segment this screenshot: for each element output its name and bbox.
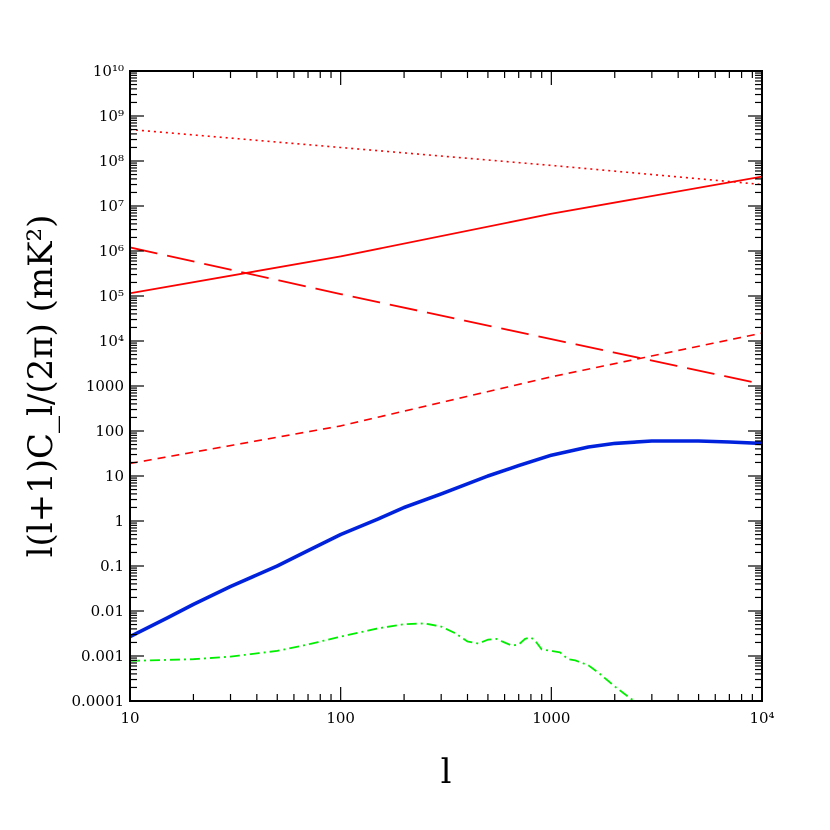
plot-frame	[129, 70, 763, 702]
y-tick-label: 10¹⁰	[93, 62, 124, 80]
series-line-2	[130, 175, 762, 295]
series-line-3	[130, 246, 762, 385]
y-tick-label: 0.1	[100, 557, 124, 575]
series-line-4	[130, 332, 762, 465]
x-axis-title: l	[441, 752, 452, 792]
y-tick-label: 1000	[86, 377, 124, 395]
x-tick-label: 1000	[532, 709, 570, 727]
y-tick-label: 0.01	[91, 602, 124, 620]
y-tick-label: 10⁶	[99, 242, 124, 260]
tick-layer	[129, 71, 762, 702]
y-tick-label: 0.0001	[72, 692, 125, 710]
x-tick-label: 10⁴	[749, 709, 774, 727]
y-tick-label: 10⁸	[99, 152, 124, 170]
y-axis-title: l(l+1)C_l/(2π) (mK²)	[21, 215, 61, 558]
y-tick-label: 1	[114, 512, 124, 530]
x-tick-label: 100	[326, 709, 355, 727]
y-tick-label: 100	[95, 422, 124, 440]
y-tick-label: 10⁹	[99, 107, 124, 125]
series-line-1	[130, 128, 762, 186]
series-line-6	[130, 622, 637, 701]
y-tick-label: 0.001	[81, 647, 124, 665]
y-tick-label: 10	[105, 467, 124, 485]
y-tick-label: 10⁴	[99, 332, 124, 350]
x-tick-label: 10	[120, 709, 139, 727]
y-tick-label: 10⁵	[99, 287, 124, 305]
y-tick-label: 10⁷	[99, 197, 124, 215]
series-layer	[130, 128, 762, 701]
series-line-5	[130, 439, 762, 639]
tick-label-layer: 10 100 1000 10⁴ 0.0001 0.001 0.01 0.1 1 10 100 1000…	[72, 62, 775, 727]
